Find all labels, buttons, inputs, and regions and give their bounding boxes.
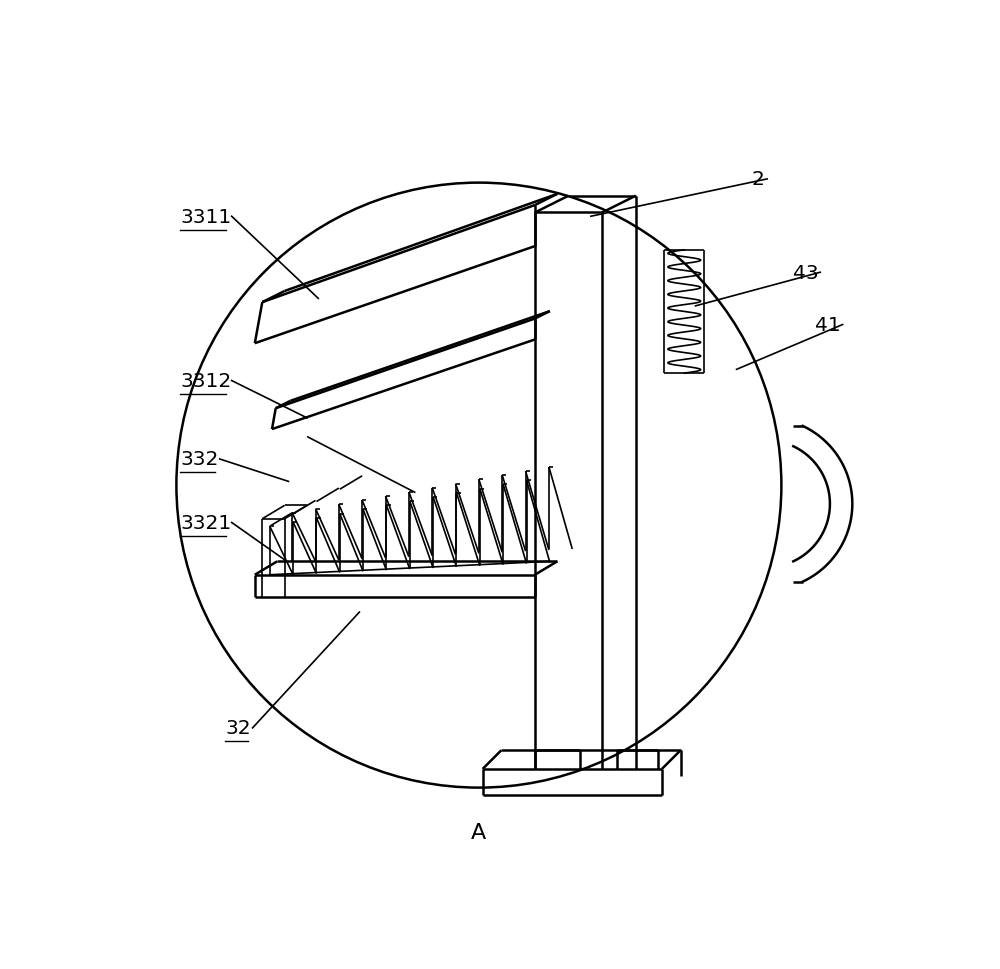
Text: A: A [471,823,487,843]
Text: 3311: 3311 [180,207,231,227]
Text: 43: 43 [793,264,818,282]
Text: 41: 41 [815,316,841,334]
Text: 2: 2 [752,171,764,189]
Text: 32: 32 [225,719,251,737]
Text: 3312: 3312 [180,372,231,391]
Text: 332: 332 [180,450,219,469]
Text: 3321: 3321 [180,514,231,532]
